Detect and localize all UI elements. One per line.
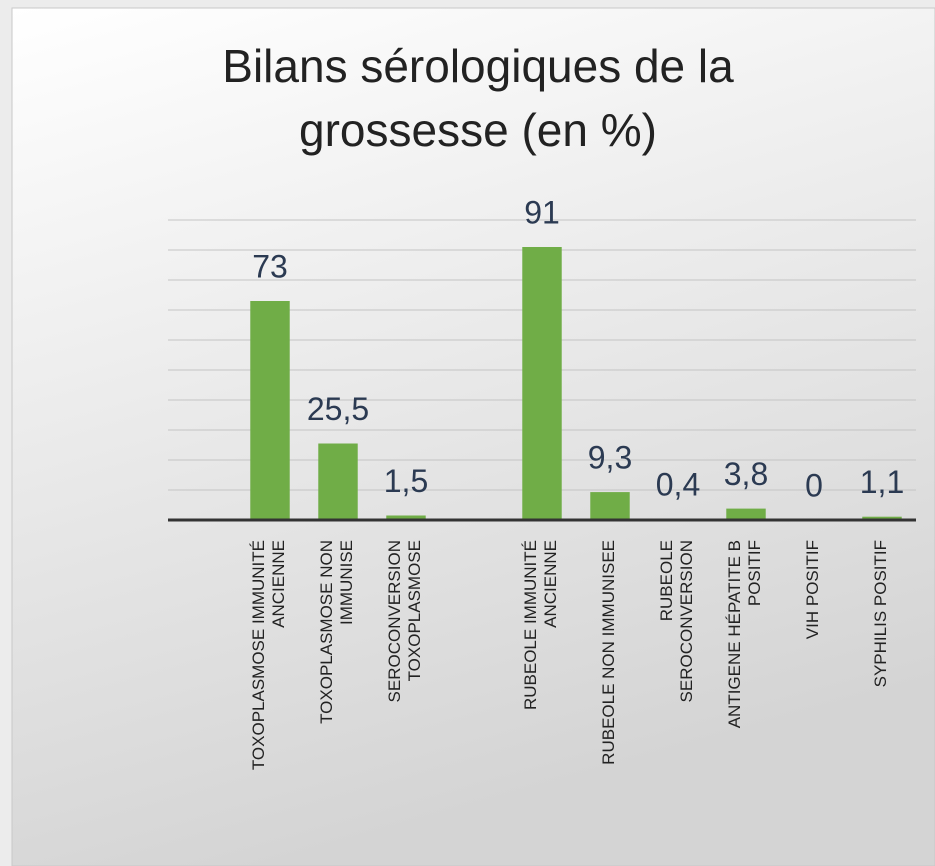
x-tick-label: RUBEOLESEROCONVERSION xyxy=(657,540,696,702)
x-tick-label: VIH POSITIF xyxy=(803,540,822,639)
x-tick-label: TOXOPLASMOSE IMMUNITÉANCIENNE xyxy=(249,540,288,770)
bar xyxy=(590,492,630,520)
data-label: 0 xyxy=(805,467,823,503)
data-label: 91 xyxy=(524,194,560,230)
chart-title: Bilans sérologiques de la grossesse (en %… xyxy=(222,40,734,156)
data-label: 1,1 xyxy=(860,464,904,500)
bar xyxy=(318,443,358,520)
data-label: 0,4 xyxy=(656,466,700,502)
bar xyxy=(250,301,290,520)
data-label: 73 xyxy=(252,248,288,284)
x-tick-label: TOXOPLASMOSE NONIMMUNISE xyxy=(317,540,356,724)
bar xyxy=(522,247,562,520)
bar xyxy=(386,515,426,520)
data-label: 3,8 xyxy=(724,456,768,492)
data-label: 9,3 xyxy=(588,440,632,476)
data-label: 25,5 xyxy=(307,391,369,427)
x-tick-label: RUBEOLE NON IMMUNISEE xyxy=(599,540,618,765)
bar xyxy=(726,508,766,520)
chart-area xyxy=(11,7,935,866)
x-tick-label: SEROCONVERSIONTOXOPLASMOSE xyxy=(385,540,424,702)
x-tick-label: RUBEOLE IMMUNITÉANCIENNE xyxy=(521,540,560,710)
x-tick-label: ANTIGENE HÉPATITE BPOSITIF xyxy=(725,540,764,728)
bar xyxy=(862,516,902,520)
x-tick-label: SYPHILIS POSITIF xyxy=(871,540,890,687)
data-label: 1,5 xyxy=(384,463,428,499)
